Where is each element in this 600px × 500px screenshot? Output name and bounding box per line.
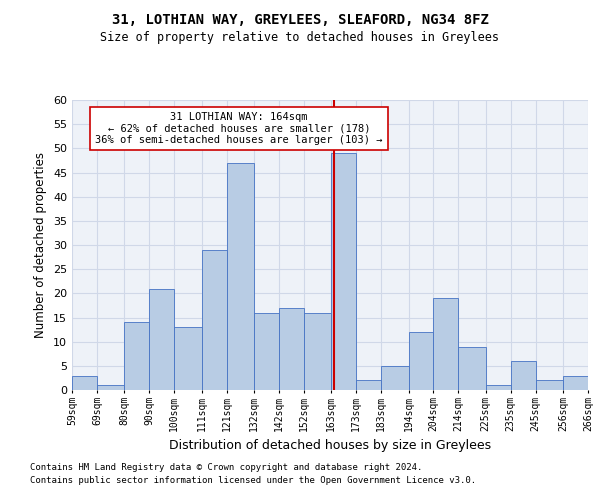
Bar [356, 380, 381, 390]
Bar [174, 327, 202, 390]
Bar [124, 322, 149, 390]
Bar [331, 153, 356, 390]
Bar [511, 361, 536, 390]
Bar [149, 288, 174, 390]
Text: Size of property relative to detached houses in Greylees: Size of property relative to detached ho… [101, 31, 499, 44]
Bar [97, 385, 124, 390]
Text: 31 LOTHIAN WAY: 164sqm
← 62% of detached houses are smaller (178)
36% of semi-de: 31 LOTHIAN WAY: 164sqm ← 62% of detached… [95, 112, 383, 146]
Bar [433, 298, 458, 390]
Bar [254, 312, 279, 390]
Text: Contains HM Land Registry data © Crown copyright and database right 2024.: Contains HM Land Registry data © Crown c… [30, 464, 422, 472]
X-axis label: Distribution of detached houses by size in Greylees: Distribution of detached houses by size … [169, 439, 491, 452]
Bar [72, 376, 97, 390]
Y-axis label: Number of detached properties: Number of detached properties [34, 152, 47, 338]
Bar [458, 346, 486, 390]
Bar [227, 163, 254, 390]
Bar [563, 376, 588, 390]
Bar [202, 250, 227, 390]
Bar [279, 308, 304, 390]
Bar [409, 332, 433, 390]
Bar [536, 380, 563, 390]
Text: 31, LOTHIAN WAY, GREYLEES, SLEAFORD, NG34 8FZ: 31, LOTHIAN WAY, GREYLEES, SLEAFORD, NG3… [112, 12, 488, 26]
Bar [486, 385, 511, 390]
Text: Contains public sector information licensed under the Open Government Licence v3: Contains public sector information licen… [30, 476, 476, 485]
Bar [381, 366, 409, 390]
Bar [304, 312, 331, 390]
